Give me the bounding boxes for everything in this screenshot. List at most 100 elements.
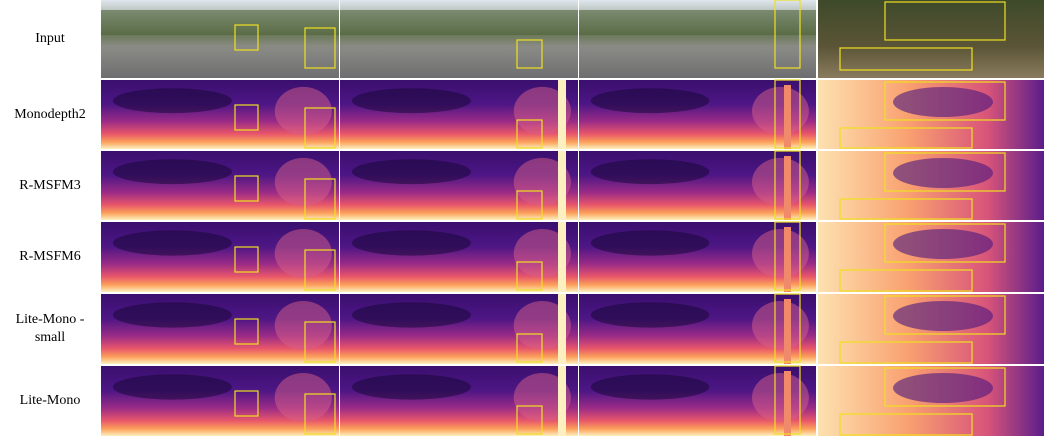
depth-map [101,151,339,220]
pole [784,85,791,149]
highlight-box [884,223,1006,263]
highlight-box [884,81,1006,121]
pole [558,80,566,149]
pole [784,299,791,364]
highlight-box [304,321,336,363]
highlight-box [884,295,1006,335]
depth-map [579,293,816,364]
row-label: Monodepth2 [0,80,100,149]
dark-region [590,302,710,328]
highlight-box [234,318,259,345]
object-region [752,373,809,422]
trees [579,10,816,35]
highlight-box [234,175,259,202]
highlight-box [234,104,259,131]
depth-map [340,80,578,149]
dark-region [590,230,710,256]
highlight-box [774,150,801,220]
highlight-box [884,152,1006,192]
highlight-box [774,79,801,149]
dark-region [351,159,471,185]
dark-region [893,158,993,188]
highlight-box [304,249,336,291]
dark-region [590,159,710,185]
highlight-box [774,293,801,363]
object-region [274,86,332,136]
depth-map [101,80,339,149]
input-image [579,0,816,78]
object-region [274,157,332,207]
pole [558,222,566,292]
pole [784,227,791,292]
image-bg [818,0,1044,78]
dark-region [112,302,232,328]
input-image [818,0,1044,78]
depth-map [818,80,1044,149]
object-region [274,301,332,350]
object-region [274,373,332,422]
highlight-box [234,246,259,273]
trees [340,10,578,35]
highlight-box [839,341,973,364]
pole [784,371,791,436]
object-region [513,301,571,350]
highlight-box [516,261,543,291]
highlight-box [516,333,543,363]
pole [558,294,566,364]
row-label-text: R-MSFM3 [19,177,81,193]
highlight-box [516,190,543,220]
highlight-box [304,27,336,69]
input-image [340,0,578,78]
highlight-box [516,39,543,69]
depth-map [579,221,816,292]
row-label: Lite-Mono [0,366,100,436]
input-image [101,0,339,78]
dark-region [112,374,232,400]
dark-region [893,87,993,117]
object-region [513,86,571,136]
object-region [752,229,809,278]
highlight-box [839,269,973,292]
object-region [513,229,571,278]
highlight-box [234,24,259,51]
row-label: R-MSFM6 [0,222,100,292]
depth-map [340,366,578,436]
object-region [752,86,809,136]
dark-region [893,229,993,259]
depth-map [101,366,339,436]
depth-map [101,294,339,364]
row-label-text: Monodepth2 [14,106,86,122]
row-label-text: R-MSFM6 [19,249,81,264]
highlight-box [839,413,973,436]
highlight-box [234,390,259,417]
row-label-text: Lite-Mono [19,393,81,408]
dark-region [893,301,993,331]
row-label-text: Lite-Mono -small [15,312,85,345]
depth-map [818,366,1044,436]
object-region [513,373,571,422]
depth-map [340,222,578,292]
dark-region [112,88,232,114]
depth-map [579,150,816,220]
object-region [752,157,809,207]
object-region [752,301,809,350]
highlight-box [839,47,973,71]
dark-region [351,230,471,256]
depth-map [340,294,578,364]
object-region [513,157,571,207]
object-region [274,229,332,278]
pole [784,156,791,220]
depth-map [101,222,339,292]
dark-region [351,374,471,400]
dark-region [351,88,471,114]
depth-map [818,151,1044,220]
dark-region [112,230,232,256]
row-label: R-MSFM3 [0,151,100,220]
highlight-box [774,0,801,69]
dark-region [590,374,710,400]
depth-map [579,79,816,149]
highlight-box [839,198,973,220]
dark-region [893,373,993,403]
